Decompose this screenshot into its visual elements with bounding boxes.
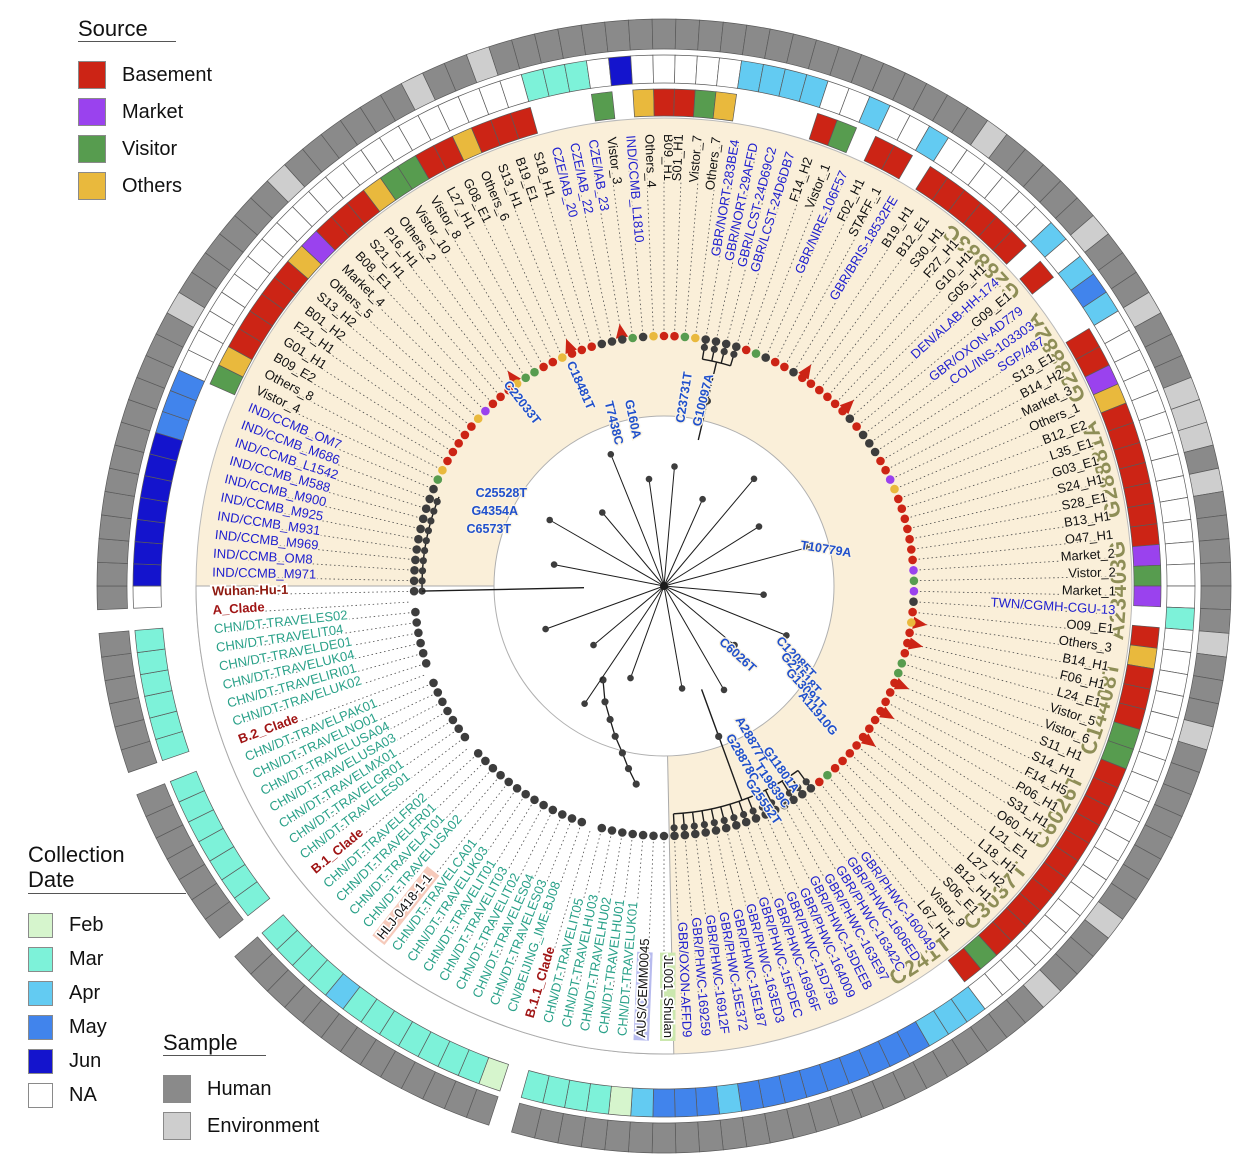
tree-internal-structure xyxy=(418,341,813,834)
tip-label: A_Clade xyxy=(212,599,265,617)
tip-label: O09_E1 xyxy=(1066,616,1115,636)
tip-labels: CZE/IAB_20CZE/IAB_22CZE/IAB_23Vistor_3IN… xyxy=(210,132,1118,1041)
feb-swatch xyxy=(28,912,53,938)
others-swatch xyxy=(78,172,106,201)
tip-label: Market_2 xyxy=(1060,546,1115,564)
legend-date-title: Collection Date xyxy=(28,842,186,894)
tip-label: IND/CCMB_M971 xyxy=(212,565,316,582)
legend-source: Source Basement Market Visitor Others xyxy=(78,16,212,209)
legend-item-environment: Environment xyxy=(163,1112,319,1141)
tip-label: JL001_Shulan xyxy=(661,955,676,1038)
tip-label: Vistor_2 xyxy=(1068,565,1116,581)
svg-text:G4354A: G4354A xyxy=(471,504,518,518)
tip-label: Vistor_3 xyxy=(604,136,625,185)
tip-dots xyxy=(409,331,919,841)
legend-item-basement: Basement xyxy=(78,61,212,90)
tip-label: O47_H1 xyxy=(1064,527,1114,547)
basement-swatch xyxy=(78,61,106,90)
sample-ring xyxy=(96,18,1232,1154)
legend-item-feb: Feb xyxy=(28,912,186,938)
tip-label: Wuhan-Hu-1 xyxy=(212,582,289,599)
tip-label: Others_4 xyxy=(642,134,659,188)
tip-label: B09_H1 xyxy=(661,134,676,181)
legend-item-jun: Jun xyxy=(28,1048,186,1074)
environment-swatch xyxy=(163,1112,191,1141)
source-ring xyxy=(209,88,1162,983)
legend-item-visitor: Visitor xyxy=(78,135,212,164)
tip-label: GBR/OXON-AFFD9 xyxy=(675,922,695,1038)
legend-item-human: Human xyxy=(163,1075,319,1104)
svg-text:C25528T: C25528T xyxy=(476,486,528,500)
na-swatch xyxy=(28,1082,53,1108)
legend-collection-date: Collection Date Feb Mar Apr May Jun NA xyxy=(28,842,186,1117)
collection-date-ring xyxy=(132,54,1196,1118)
tip-label: Vistor_7 xyxy=(686,135,705,184)
visitor-swatch xyxy=(78,135,106,164)
legend-item-mar: Mar xyxy=(28,946,186,972)
may-swatch xyxy=(28,1014,53,1040)
legend-item-apr: Apr xyxy=(28,980,186,1006)
legend-source-title: Source xyxy=(78,16,176,43)
jun-swatch xyxy=(28,1048,53,1074)
legend-item-may: May xyxy=(28,1014,186,1040)
tip-label: AUS/CEMM0045 xyxy=(633,938,652,1038)
legend-sample-title: Sample xyxy=(163,1030,266,1057)
apr-swatch xyxy=(28,980,53,1006)
svg-text:C6573T: C6573T xyxy=(467,522,512,536)
tip-label: Market_1 xyxy=(1062,582,1117,598)
market-swatch xyxy=(78,98,106,127)
human-swatch xyxy=(163,1075,191,1104)
legend-item-others: Others xyxy=(78,172,212,201)
legend-item-na: NA xyxy=(28,1082,186,1108)
legend-sample: Sample Human Environment xyxy=(163,1030,319,1149)
mar-swatch xyxy=(28,946,53,972)
tip-label: S01_H1 xyxy=(669,134,686,182)
legend-item-market: Market xyxy=(78,98,212,127)
tip-branches xyxy=(216,138,1112,1034)
